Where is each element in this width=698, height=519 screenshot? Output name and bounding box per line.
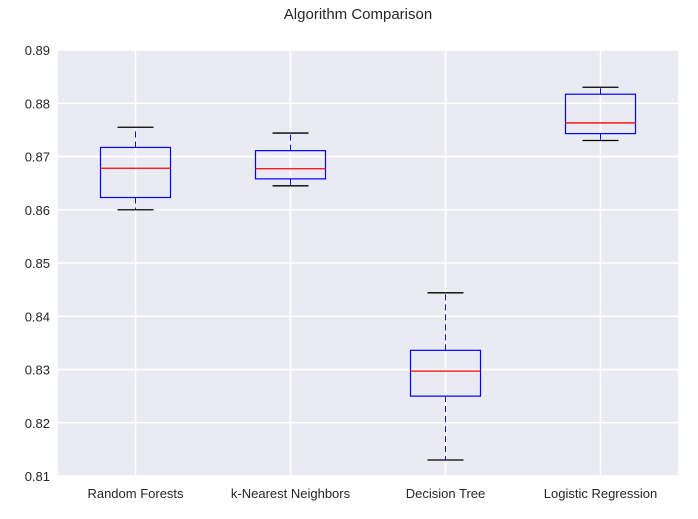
box-group xyxy=(254,132,327,187)
y-tick-label: 0.82 xyxy=(25,416,50,431)
y-tick-label: 0.86 xyxy=(25,203,50,218)
x-tick-label: Decision Tree xyxy=(406,486,485,501)
y-tick-label: 0.89 xyxy=(25,43,50,58)
x-tick-label: Logistic Regression xyxy=(544,486,657,501)
box-group xyxy=(409,292,482,461)
grid-lines xyxy=(58,49,678,477)
box-group xyxy=(564,86,637,142)
x-axis-ticks: Random Forests k-Nearest Neighbors Decisio… xyxy=(87,486,657,501)
y-tick-label: 0.87 xyxy=(25,150,50,165)
box-group xyxy=(99,126,172,211)
boxes xyxy=(99,86,637,461)
y-tick-label: 0.84 xyxy=(25,309,50,324)
iqr-box xyxy=(254,150,327,180)
y-tick-label: 0.85 xyxy=(25,256,50,271)
iqr-box xyxy=(409,349,482,397)
y-tick-label: 0.83 xyxy=(25,363,50,378)
chart-title: Algorithm Comparison xyxy=(284,6,432,23)
iqr-box xyxy=(99,146,172,199)
x-tick-label: Random Forests xyxy=(87,486,184,501)
y-tick-label: 0.88 xyxy=(25,96,50,111)
x-tick-label: k-Nearest Neighbors xyxy=(231,486,351,501)
y-axis-ticks: 0.81 0.82 0.83 0.84 0.85 0.86 0.87 0.88 0.89 xyxy=(25,43,50,484)
iqr-box xyxy=(564,93,637,135)
y-tick-label: 0.81 xyxy=(25,469,50,484)
